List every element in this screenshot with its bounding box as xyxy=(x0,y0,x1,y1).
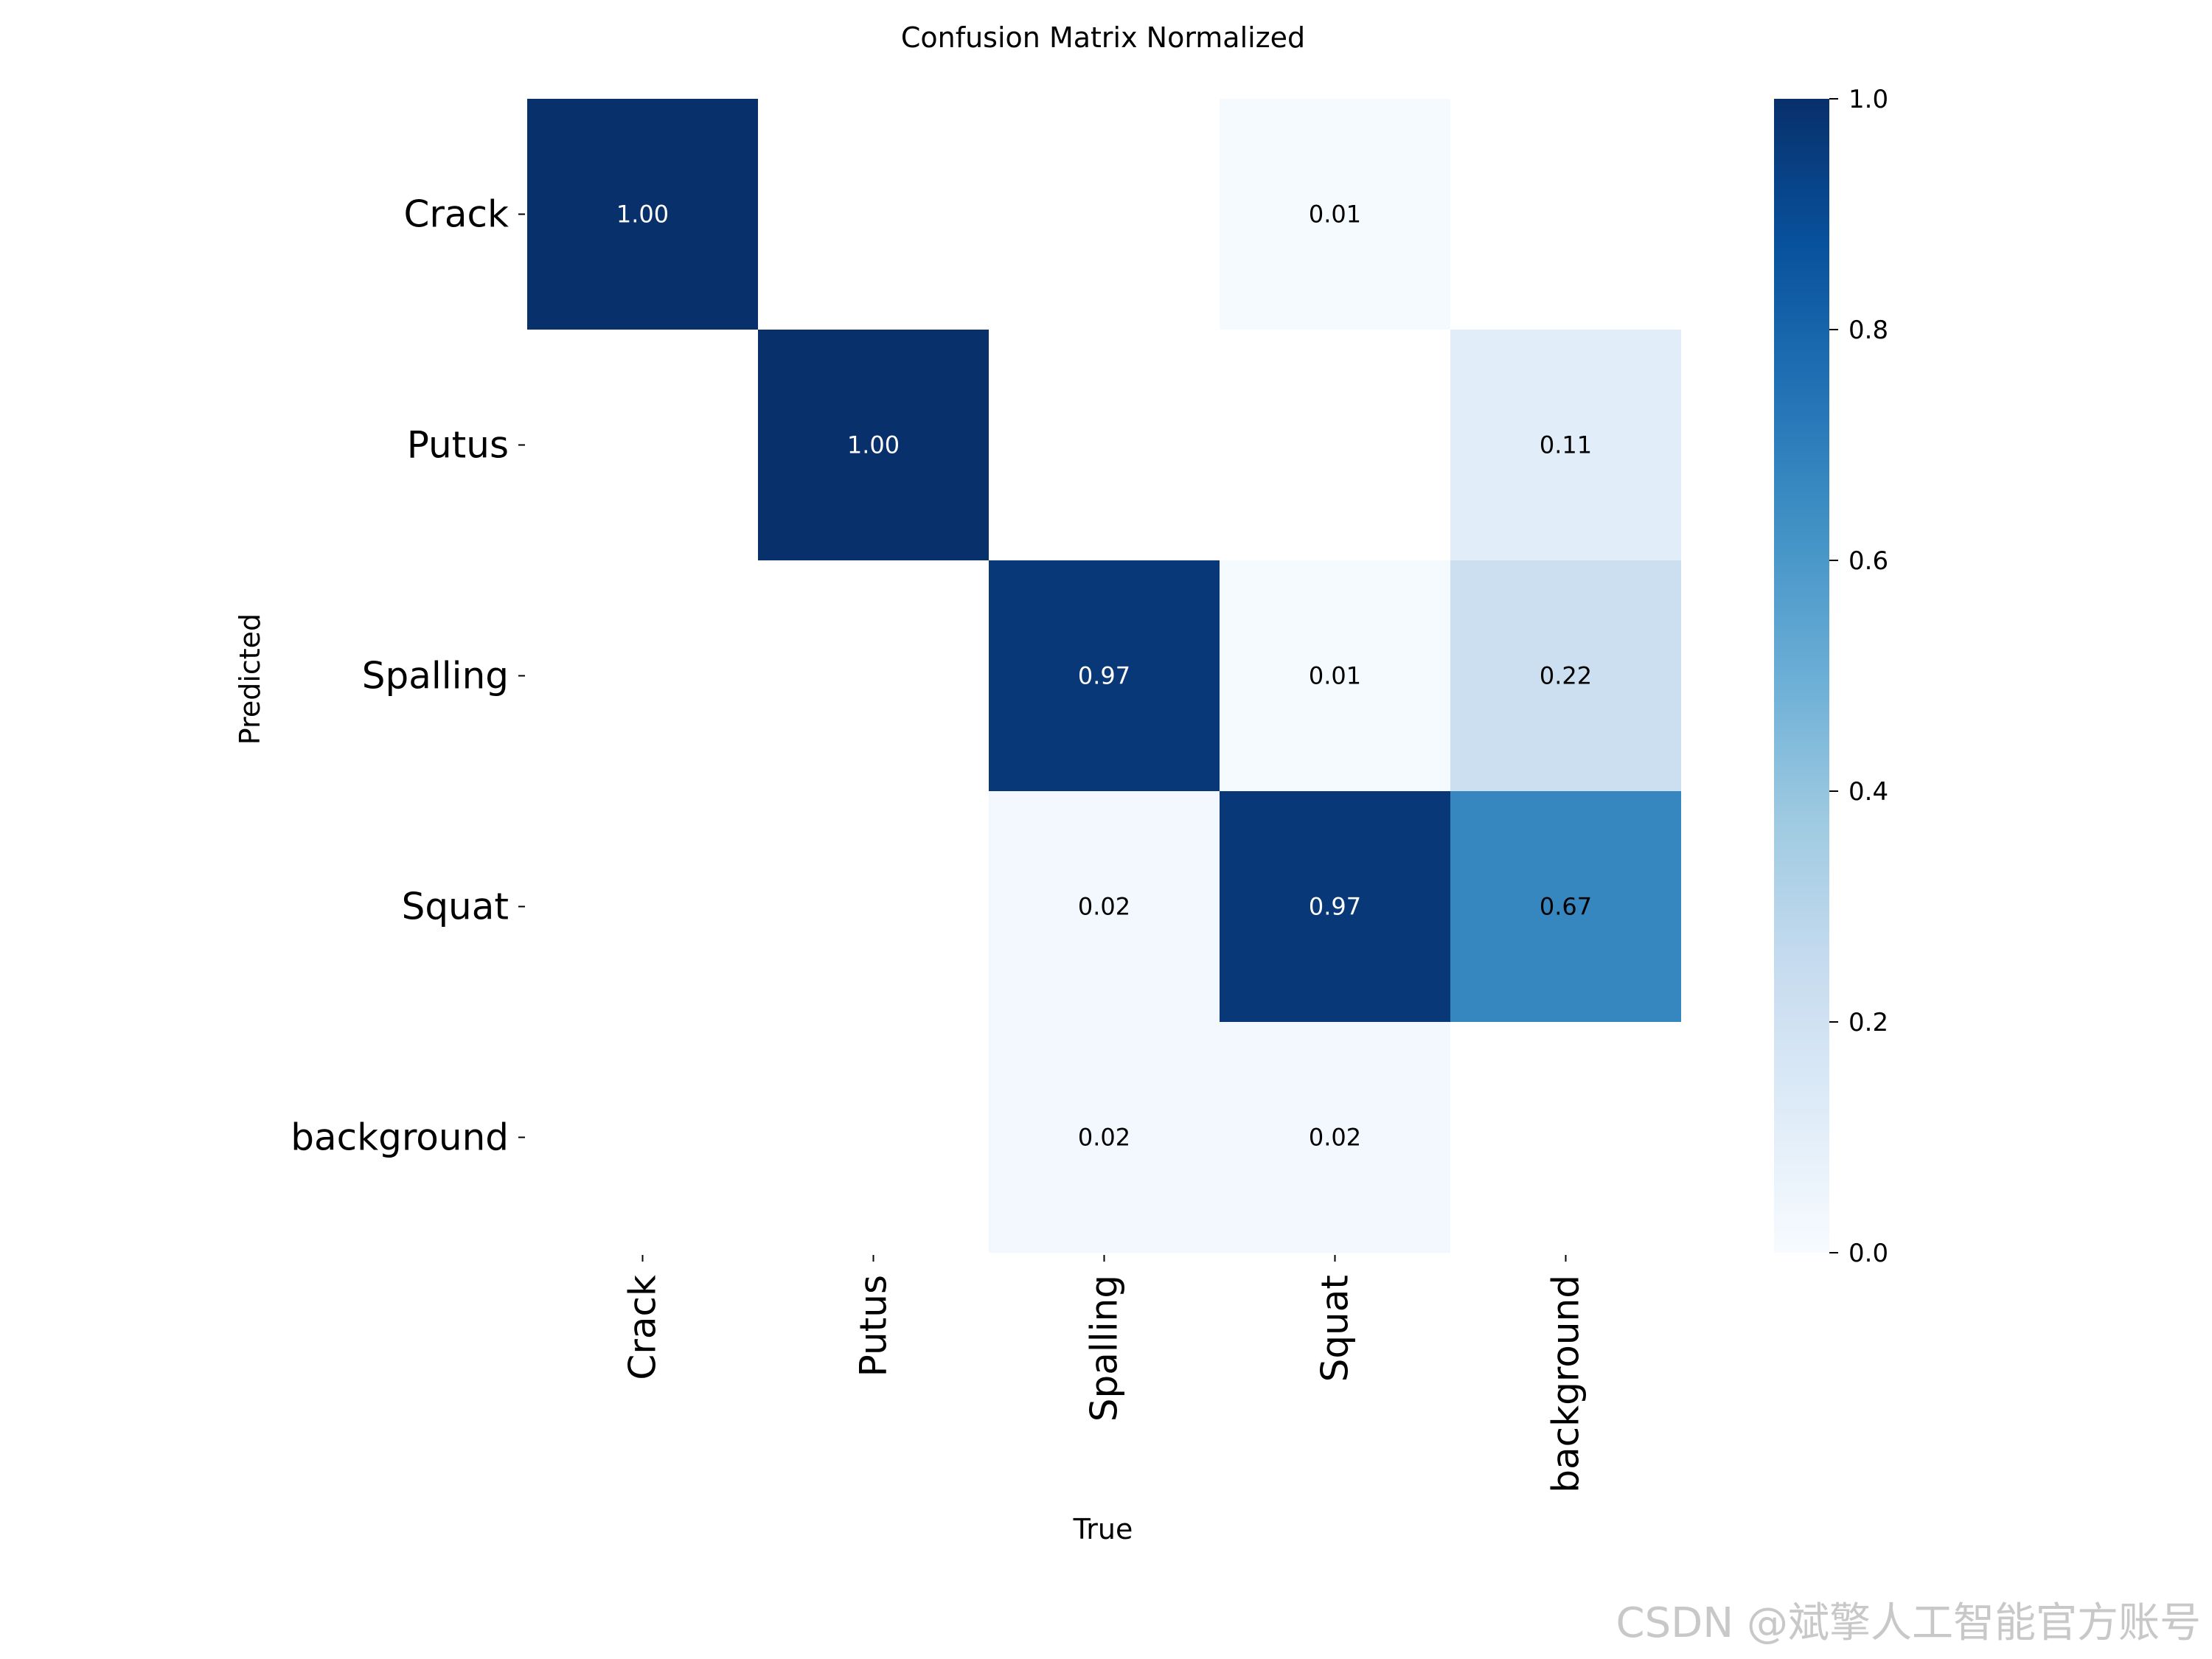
y-tick-label: Squat xyxy=(402,886,509,928)
cell-value-label: 0.97 xyxy=(1078,662,1130,690)
x-tick-label: Putus xyxy=(852,1275,895,1377)
x-axis-label: True xyxy=(1073,1513,1133,1545)
heatmap-cell xyxy=(1450,330,1681,560)
heatmap-cell xyxy=(1220,99,1450,330)
cell-value-label: 0.22 xyxy=(1540,662,1592,690)
heatmap-cell xyxy=(989,1022,1220,1253)
colorbar xyxy=(1774,99,1829,1253)
cell-value-label: 0.02 xyxy=(1078,1124,1130,1152)
y-tick-label: Spalling xyxy=(362,655,509,698)
x-tick-label: Crack xyxy=(622,1275,664,1380)
cell-value-label: 1.00 xyxy=(847,431,900,459)
y-tick-label: Putus xyxy=(407,424,509,467)
x-tick-label: Spalling xyxy=(1083,1275,1126,1422)
x-tick-label: background xyxy=(1545,1275,1587,1493)
chart-title: Confusion Matrix Normalized xyxy=(901,21,1305,54)
colorbar-tick-label: 0.2 xyxy=(1848,1008,1888,1037)
heatmap-cell xyxy=(1450,560,1681,791)
y-axis-label: Predicted xyxy=(234,613,266,745)
cell-value-label: 0.11 xyxy=(1540,431,1592,459)
y-axis-ticks: Crack Putus Spalling Squat background xyxy=(291,193,525,1159)
watermark-text: CSDN @斌擎人工智能官方账号 xyxy=(1616,1599,2201,1647)
colorbar-tick-label: 0.6 xyxy=(1848,546,1888,576)
heatmap-cell xyxy=(1220,791,1450,1022)
heatmap-cells: 1.00 0.01 1.00 0.11 0.97 0.01 0.22 0.02 0.97 0.67… xyxy=(527,99,1681,1253)
colorbar-ticks: 0.0 0.2 0.4 0.6 0.8 1.0 xyxy=(1829,85,1888,1268)
cell-value-label: 0.01 xyxy=(1309,662,1361,690)
heatmap-cell xyxy=(989,791,1220,1022)
cell-value-label: 0.97 xyxy=(1309,893,1361,921)
cell-value-label: 0.01 xyxy=(1309,201,1361,229)
heatmap-cell xyxy=(1220,560,1450,791)
cell-value-label: 0.67 xyxy=(1540,893,1592,921)
colorbar-tick-label: 1.0 xyxy=(1848,85,1888,114)
cell-value-label: 0.02 xyxy=(1078,893,1130,921)
y-tick-label: Crack xyxy=(403,193,509,236)
colorbar-tick-label: 0.4 xyxy=(1848,777,1888,807)
colorbar-tick-label: 0.0 xyxy=(1848,1239,1888,1268)
heatmap-cell xyxy=(1450,791,1681,1022)
heatmap-cell xyxy=(527,99,758,330)
x-axis-ticks: Crack Putus Spalling Squat background xyxy=(622,1255,1587,1493)
cell-value-label: 1.00 xyxy=(616,201,669,229)
x-tick-label: Squat xyxy=(1314,1275,1357,1382)
colorbar-tick-label: 0.8 xyxy=(1848,316,1888,345)
heatmap-cell xyxy=(989,560,1220,791)
y-tick-label: background xyxy=(291,1116,509,1159)
heatmap-cell xyxy=(1220,1022,1450,1253)
heatmap-cell xyxy=(758,330,989,560)
cell-value-label: 0.02 xyxy=(1309,1124,1361,1152)
